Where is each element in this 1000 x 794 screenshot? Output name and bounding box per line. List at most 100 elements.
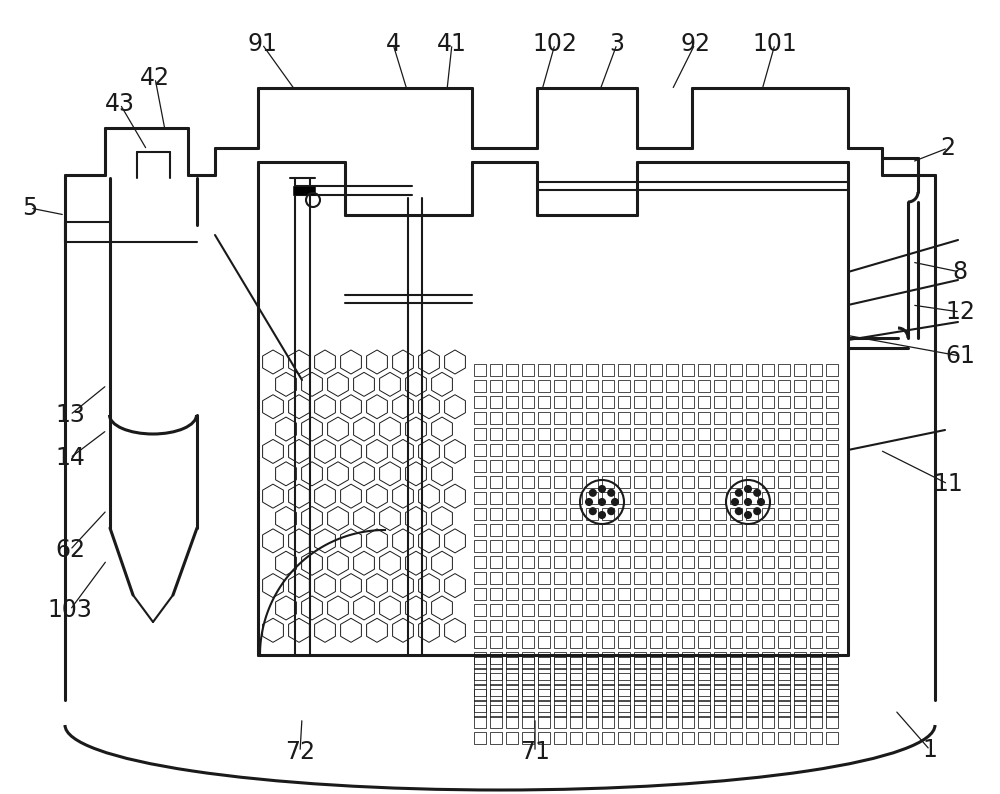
Bar	[778, 673, 790, 685]
Bar	[490, 604, 502, 616]
Bar	[586, 700, 598, 712]
Bar	[586, 380, 598, 392]
Bar	[778, 540, 790, 552]
Bar	[586, 657, 598, 669]
Bar	[634, 673, 646, 685]
Bar	[618, 652, 630, 664]
Bar	[618, 508, 630, 520]
Bar	[634, 604, 646, 616]
Text: 43: 43	[105, 92, 135, 116]
Bar	[746, 556, 758, 568]
Bar	[586, 524, 598, 536]
Bar	[794, 588, 806, 600]
Bar	[554, 428, 566, 440]
Bar	[538, 540, 550, 552]
Bar	[762, 716, 774, 728]
Bar	[778, 556, 790, 568]
Bar	[554, 705, 566, 717]
Bar	[698, 652, 710, 664]
Bar	[618, 396, 630, 408]
Bar	[666, 684, 678, 696]
Bar	[714, 556, 726, 568]
Bar	[506, 556, 518, 568]
Bar	[666, 705, 678, 717]
Bar	[698, 524, 710, 536]
Bar	[634, 428, 646, 440]
Bar	[682, 380, 694, 392]
Bar	[714, 657, 726, 669]
Bar	[586, 444, 598, 456]
Bar	[522, 428, 534, 440]
Bar	[522, 364, 534, 376]
Bar	[554, 556, 566, 568]
Bar	[746, 396, 758, 408]
Bar	[810, 396, 822, 408]
Bar	[730, 705, 742, 717]
Bar	[810, 636, 822, 648]
Bar	[634, 732, 646, 744]
Bar	[554, 572, 566, 584]
Bar	[474, 732, 486, 744]
Bar	[538, 689, 550, 701]
Bar	[586, 508, 598, 520]
Bar	[650, 684, 662, 696]
Bar	[570, 524, 582, 536]
Circle shape	[590, 490, 596, 495]
Bar	[746, 673, 758, 685]
Bar	[538, 668, 550, 680]
Bar	[650, 444, 662, 456]
Bar	[538, 380, 550, 392]
Bar	[570, 556, 582, 568]
Bar	[634, 460, 646, 472]
Bar	[698, 380, 710, 392]
Bar	[698, 700, 710, 712]
Bar	[474, 652, 486, 664]
Bar	[698, 476, 710, 488]
Bar	[586, 668, 598, 680]
Bar	[698, 604, 710, 616]
Bar	[570, 636, 582, 648]
Bar	[602, 492, 614, 504]
Bar	[602, 476, 614, 488]
Bar	[506, 705, 518, 717]
Bar	[682, 556, 694, 568]
Bar	[746, 657, 758, 669]
Text: 103: 103	[48, 598, 92, 622]
Bar	[746, 705, 758, 717]
Bar	[474, 492, 486, 504]
Bar	[826, 732, 838, 744]
Bar	[538, 524, 550, 536]
Bar	[762, 444, 774, 456]
Bar	[570, 604, 582, 616]
Bar	[810, 460, 822, 472]
Bar	[698, 556, 710, 568]
Bar	[778, 460, 790, 472]
Bar	[714, 673, 726, 685]
Bar	[762, 460, 774, 472]
Bar	[474, 412, 486, 424]
Bar	[570, 492, 582, 504]
Bar	[650, 380, 662, 392]
Bar	[730, 428, 742, 440]
Bar	[714, 668, 726, 680]
Bar	[570, 412, 582, 424]
Bar	[666, 364, 678, 376]
Bar	[682, 604, 694, 616]
Bar	[682, 705, 694, 717]
Bar	[730, 700, 742, 712]
Bar	[586, 540, 598, 552]
Bar	[490, 492, 502, 504]
Bar	[778, 652, 790, 664]
Circle shape	[732, 499, 738, 505]
Bar	[794, 380, 806, 392]
Bar	[826, 396, 838, 408]
Bar	[730, 668, 742, 680]
Circle shape	[586, 499, 592, 505]
Bar	[778, 636, 790, 648]
Bar	[474, 540, 486, 552]
Bar	[538, 508, 550, 520]
Bar	[810, 444, 822, 456]
Bar	[682, 732, 694, 744]
Bar	[522, 689, 534, 701]
Bar	[778, 572, 790, 584]
